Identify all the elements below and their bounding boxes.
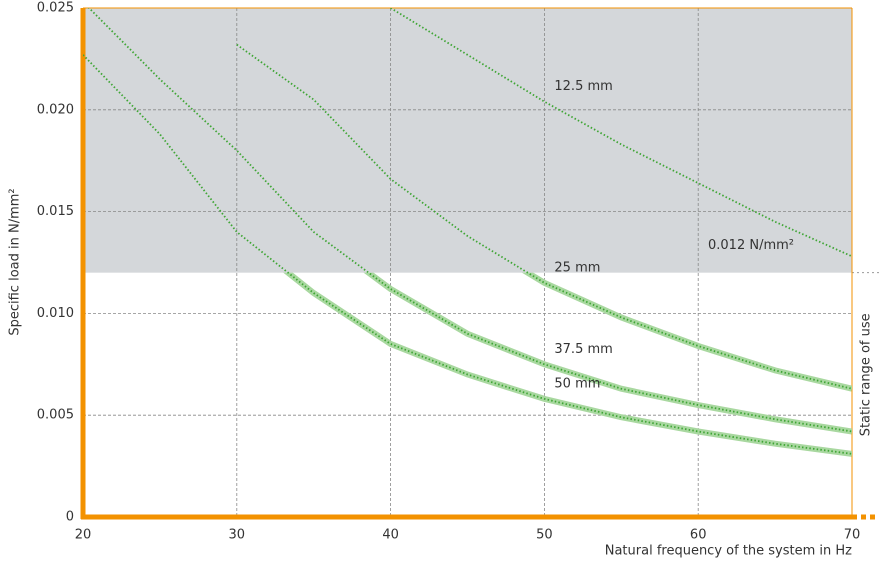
y-axis-label: Specific load in N/mm² <box>8 188 23 335</box>
y-tick-label: 0.025 <box>37 1 74 16</box>
line <box>390 8 852 258</box>
region-label: Static range of use <box>859 313 874 436</box>
threshold-label: 0.012 N/mm² <box>708 238 794 253</box>
y-tick-label: 0.020 <box>37 102 74 117</box>
line <box>236 43 852 390</box>
x-tick-label: 30 <box>229 528 246 543</box>
x-tick-label: 60 <box>690 528 707 543</box>
x-tick-label: 70 <box>844 528 861 543</box>
y-tick-label: 0.005 <box>37 408 74 423</box>
y-tick-label: 0.015 <box>37 204 74 219</box>
y-tick-label: 0.010 <box>37 306 74 321</box>
x-tick-label: 50 <box>536 528 553 543</box>
series-label: 12.5 mm <box>554 79 612 94</box>
x-tick-label: 40 <box>382 528 399 543</box>
static-region <box>83 8 852 273</box>
x-tick-label: 20 <box>75 528 92 543</box>
line <box>87 8 852 433</box>
y-tick-label: 0 <box>66 510 74 525</box>
series-label: 50 mm <box>554 376 600 391</box>
series-label: 37.5 mm <box>554 342 612 357</box>
x-axis-label: Natural frequency of the system in Hz <box>605 544 852 559</box>
plot-area <box>83 8 852 457</box>
line <box>83 54 852 455</box>
series-label: 25 mm <box>554 260 600 275</box>
